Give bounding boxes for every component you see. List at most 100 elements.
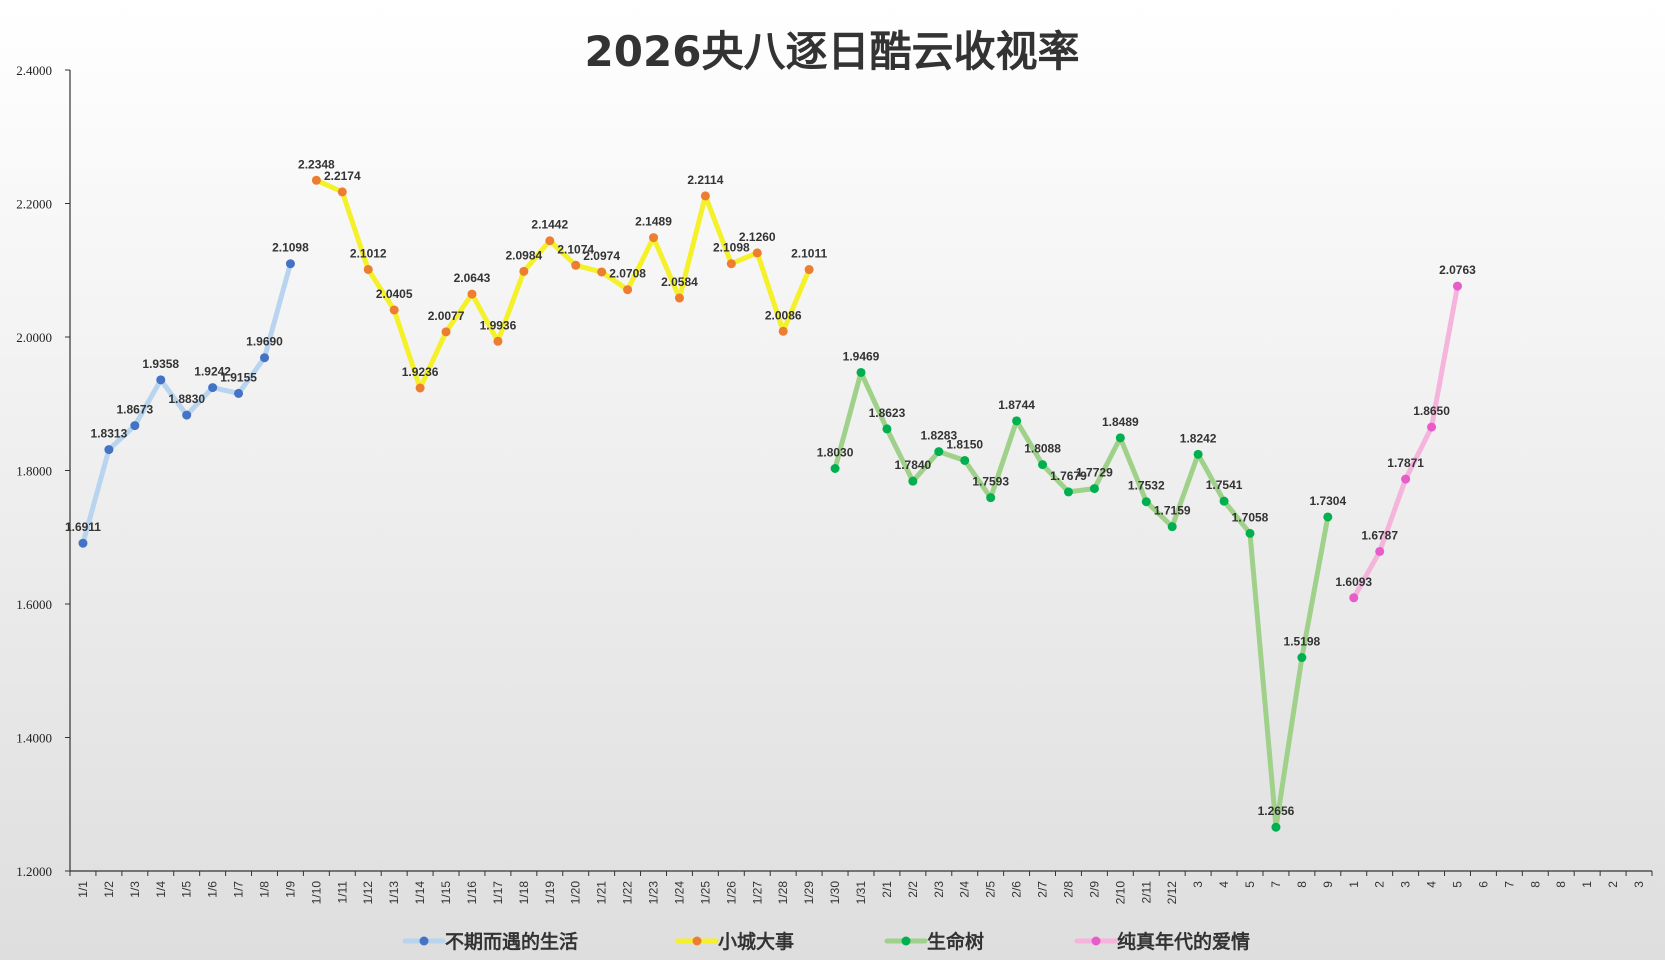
data-point <box>856 367 866 377</box>
data-point <box>597 267 607 277</box>
x-tick-label: 2/3 <box>932 881 946 898</box>
chart-axes: 1.2000 1.4000 1.6000 1.8000 2.0000 2.2000 2.40… <box>16 63 1653 905</box>
data-point <box>908 476 918 486</box>
data-label: 2.1074 <box>557 242 594 256</box>
data-label: 1.9469 <box>843 349 880 363</box>
x-tick-label: 1/5 <box>180 881 194 898</box>
data-label: 1.9242 <box>194 365 231 379</box>
data-label: 2.0708 <box>609 267 646 281</box>
legend-swatch-marker <box>901 936 911 946</box>
series-line-2 <box>832 369 1331 830</box>
x-tick-label: 1/2 <box>102 881 116 898</box>
legend-item: 纯真年代的爱情 <box>1074 930 1250 953</box>
x-tick-label: 1/26 <box>724 881 738 905</box>
data-label: 1.7532 <box>1128 479 1165 493</box>
data-point <box>363 264 373 274</box>
data-label: 1.7058 <box>1232 510 1269 524</box>
x-tick-label: 1/23 <box>647 881 661 905</box>
x-tick-label: 1/29 <box>802 881 816 905</box>
y-tick-label: 1.8000 <box>16 464 52 479</box>
data-point <box>311 175 321 185</box>
data-label: 2.1098 <box>713 241 750 255</box>
x-tick-label: 1/12 <box>361 881 375 905</box>
x-tick-label: 1/13 <box>387 881 401 905</box>
data-label: 1.8030 <box>817 445 854 459</box>
x-tick-label: 1/20 <box>569 881 583 905</box>
data-label: 1.8489 <box>1102 415 1139 429</box>
x-tick-label: 1/6 <box>206 881 220 898</box>
x-tick-label: 2/11 <box>1139 881 1153 904</box>
y-tick-label: 2.4000 <box>16 63 52 78</box>
data-point <box>674 293 684 303</box>
data-label: 1.8830 <box>168 392 205 406</box>
data-point <box>493 336 503 346</box>
data-label: 1.8242 <box>1180 431 1217 445</box>
data-label: 1.9155 <box>220 370 257 384</box>
x-tick-label: 3 <box>1399 881 1413 888</box>
y-tick-label: 1.4000 <box>16 731 52 746</box>
legend-item: 小城大事 <box>675 930 794 953</box>
data-point <box>337 187 347 197</box>
data-label: 2.2174 <box>324 169 361 183</box>
data-point <box>778 326 788 336</box>
data-point <box>519 266 529 276</box>
data-point <box>1219 496 1229 506</box>
x-tick-label: 1/10 <box>309 881 323 905</box>
x-tick-label: 1/17 <box>491 881 505 905</box>
data-label: 1.8088 <box>1024 442 1061 456</box>
data-label: 2.1012 <box>350 246 387 260</box>
x-tick-label: 9 <box>1321 881 1335 888</box>
data-label: 2.0984 <box>506 248 543 262</box>
data-label: 1.8650 <box>1413 404 1450 418</box>
x-tick-label: 2/2 <box>906 881 920 898</box>
x-tick-label: 1/11 <box>335 881 349 904</box>
data-point <box>726 259 736 269</box>
data-point <box>1115 433 1125 443</box>
x-tick-label: 1/8 <box>258 881 272 898</box>
x-tick-label: 2/7 <box>1036 881 1050 898</box>
data-label: 1.9690 <box>246 335 283 349</box>
data-label: 2.2114 <box>687 173 723 187</box>
data-label: 2.0405 <box>376 287 413 301</box>
data-label: 2.1442 <box>531 218 568 232</box>
data-point <box>934 447 944 457</box>
data-point <box>1375 546 1385 556</box>
legend-label: 不期而遇的生活 <box>445 930 578 953</box>
data-point <box>649 233 659 243</box>
data-point <box>623 285 633 295</box>
series-markers <box>78 175 1462 832</box>
data-label: 1.9358 <box>142 357 179 371</box>
x-tick-label: 8 <box>1554 881 1568 888</box>
data-point <box>1012 416 1022 426</box>
x-tick-label: 1/4 <box>154 881 168 898</box>
x-tick-label: 3 <box>1632 881 1646 888</box>
legend-item: 不期而遇的生活 <box>402 930 578 953</box>
data-label: 2.0643 <box>454 271 491 285</box>
data-point <box>545 236 555 246</box>
x-tick-label: 1/30 <box>828 881 842 905</box>
x-tick-label: 1/16 <box>465 881 479 905</box>
data-point <box>1349 593 1359 603</box>
data-label: 1.9236 <box>402 365 439 379</box>
series-lines <box>80 177 1460 830</box>
x-tick-label: 2/1 <box>880 881 894 898</box>
x-tick-label: 2/9 <box>1087 881 1101 898</box>
legend-label: 生命树 <box>927 930 984 953</box>
data-point <box>1452 281 1462 291</box>
data-label: 1.7871 <box>1387 456 1424 470</box>
data-label: 1.7840 <box>895 458 932 472</box>
x-tick-label: 1/9 <box>283 881 297 898</box>
data-label: 1.7729 <box>1076 466 1113 480</box>
y-tick-label: 1.6000 <box>16 597 52 612</box>
data-label: 1.7304 <box>1309 494 1346 508</box>
data-label: 1.8673 <box>116 403 153 417</box>
legend-label: 小城大事 <box>718 930 794 953</box>
data-label: 2.1098 <box>272 241 309 255</box>
data-point <box>208 383 218 393</box>
x-tick-label: 1/22 <box>621 881 635 905</box>
data-point <box>104 445 114 455</box>
data-point <box>700 191 710 201</box>
x-tick-label: 1/1 <box>76 881 90 898</box>
data-label: 2.1260 <box>739 230 776 244</box>
